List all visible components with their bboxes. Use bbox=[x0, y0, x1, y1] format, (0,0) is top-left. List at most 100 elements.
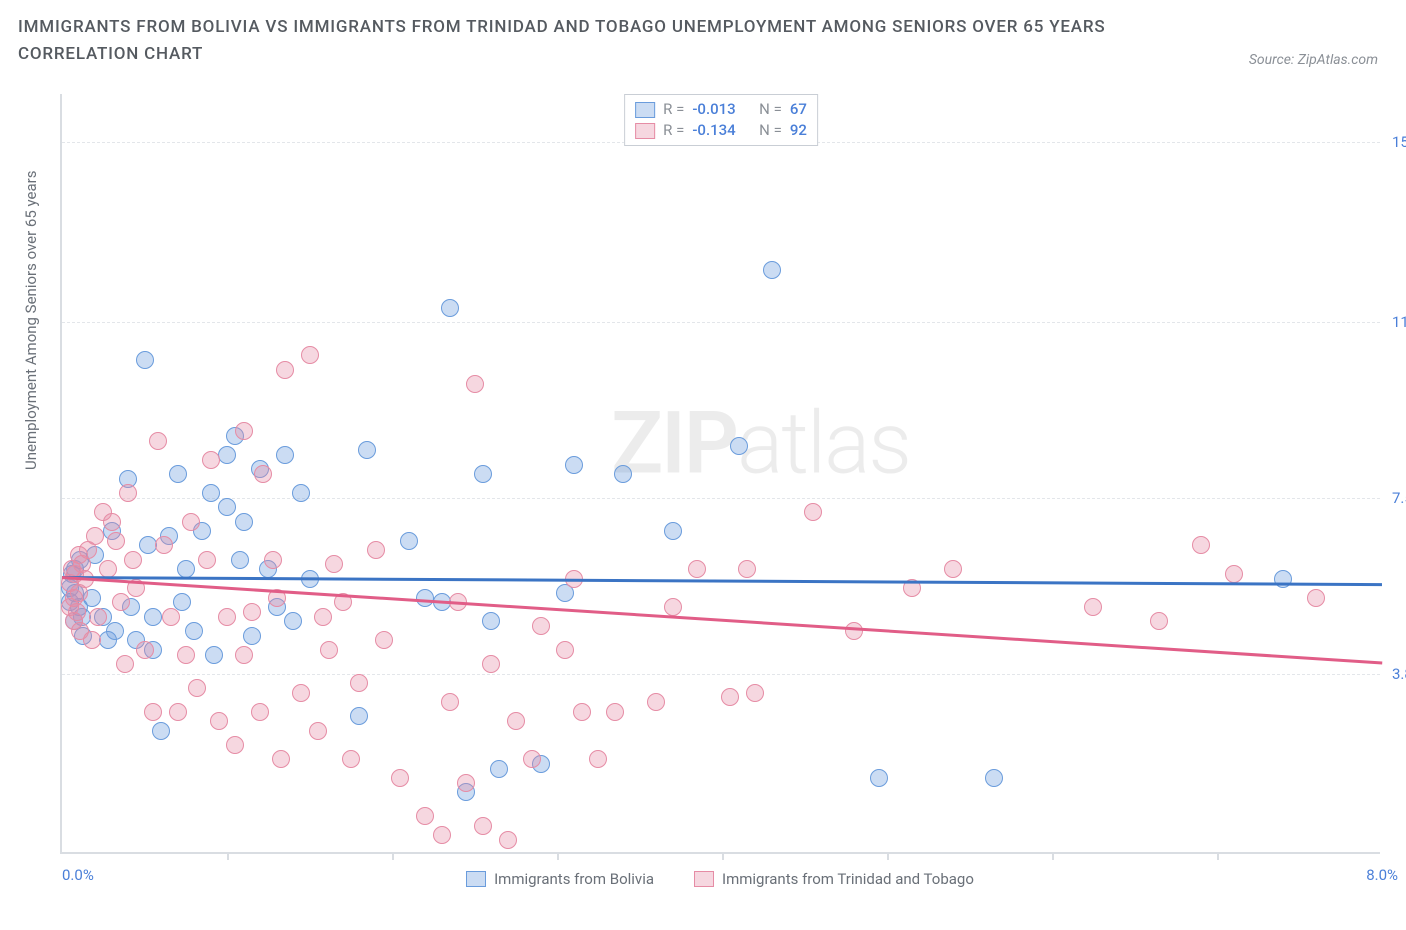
data-point bbox=[400, 532, 418, 550]
legend-stats-row: R = -0.013 N = 67 bbox=[635, 99, 807, 120]
data-point bbox=[155, 536, 173, 554]
legend-swatch bbox=[635, 102, 655, 118]
r-value: -0.134 bbox=[692, 120, 735, 141]
data-point bbox=[235, 646, 253, 664]
chart-area: ZIPatlas R = -0.013 N = 67R = -0.134 N =… bbox=[60, 94, 1380, 854]
data-point bbox=[309, 722, 327, 740]
data-point bbox=[606, 703, 624, 721]
data-point bbox=[226, 736, 244, 754]
chart-title: IMMIGRANTS FROM BOLIVIA VS IMMIGRANTS FR… bbox=[18, 14, 1206, 68]
data-point bbox=[416, 807, 434, 825]
n-value: 92 bbox=[790, 120, 807, 141]
data-point bbox=[119, 484, 137, 502]
legend-item: Immigrants from Bolivia bbox=[466, 870, 654, 888]
data-point bbox=[556, 641, 574, 659]
legend-stats-row: R = -0.134 N = 92 bbox=[635, 120, 807, 141]
r-label: R = bbox=[663, 120, 684, 141]
r-value: -0.013 bbox=[692, 99, 735, 120]
data-point bbox=[474, 465, 492, 483]
data-point bbox=[457, 774, 475, 792]
data-point bbox=[1307, 589, 1325, 607]
data-point bbox=[116, 655, 134, 673]
data-point bbox=[664, 522, 682, 540]
n-value: 67 bbox=[790, 99, 807, 120]
data-point bbox=[433, 826, 451, 844]
data-point bbox=[243, 627, 261, 645]
legend-item: Immigrants from Trinidad and Tobago bbox=[694, 870, 974, 888]
x-tick bbox=[557, 852, 559, 860]
data-point bbox=[573, 703, 591, 721]
legend-stats-box: R = -0.013 N = 67R = -0.134 N = 92 bbox=[624, 94, 818, 146]
data-point bbox=[721, 688, 739, 706]
data-point bbox=[83, 631, 101, 649]
bottom-legend: Immigrants from Bolivia Immigrants from T… bbox=[60, 870, 1380, 888]
data-point bbox=[1150, 612, 1168, 630]
data-point bbox=[845, 622, 863, 640]
x-tick bbox=[722, 852, 724, 860]
data-point bbox=[169, 465, 187, 483]
data-point bbox=[441, 299, 459, 317]
data-point bbox=[202, 484, 220, 502]
data-point bbox=[565, 456, 583, 474]
data-point bbox=[185, 622, 203, 640]
data-point bbox=[103, 513, 121, 531]
data-point bbox=[367, 541, 385, 559]
data-point bbox=[292, 484, 310, 502]
data-point bbox=[358, 441, 376, 459]
data-point bbox=[1192, 536, 1210, 554]
data-point bbox=[169, 703, 187, 721]
data-point bbox=[350, 674, 368, 692]
data-point bbox=[254, 465, 272, 483]
data-point bbox=[466, 375, 484, 393]
data-point bbox=[614, 465, 632, 483]
data-point bbox=[106, 622, 124, 640]
data-point bbox=[441, 693, 459, 711]
n-label: N = bbox=[759, 99, 782, 120]
legend-series-name: Immigrants from Bolivia bbox=[494, 870, 654, 888]
legend-swatch bbox=[635, 123, 655, 139]
r-label: R = bbox=[663, 99, 684, 120]
data-point bbox=[730, 437, 748, 455]
data-point bbox=[152, 722, 170, 740]
regression-line bbox=[62, 576, 1382, 586]
data-point bbox=[301, 346, 319, 364]
y-tick-label: 15.0% bbox=[1384, 133, 1406, 151]
data-point bbox=[89, 608, 107, 626]
data-point bbox=[272, 750, 290, 768]
data-point bbox=[276, 361, 294, 379]
data-point bbox=[182, 513, 200, 531]
plot-region: ZIPatlas R = -0.013 N = 67R = -0.134 N =… bbox=[60, 94, 1380, 854]
data-point bbox=[688, 560, 706, 578]
legend-swatch bbox=[466, 871, 486, 887]
data-point bbox=[218, 498, 236, 516]
data-point bbox=[231, 551, 249, 569]
data-point bbox=[664, 598, 682, 616]
x-tick bbox=[1052, 852, 1054, 860]
data-point bbox=[482, 612, 500, 630]
gridline bbox=[62, 322, 1380, 323]
data-point bbox=[870, 769, 888, 787]
data-point bbox=[210, 712, 228, 730]
data-point bbox=[1084, 598, 1102, 616]
data-point bbox=[804, 503, 822, 521]
data-point bbox=[144, 703, 162, 721]
data-point bbox=[112, 593, 130, 611]
data-point bbox=[86, 527, 104, 545]
data-point bbox=[738, 560, 756, 578]
data-point bbox=[284, 612, 302, 630]
data-point bbox=[391, 769, 409, 787]
data-point bbox=[292, 684, 310, 702]
data-point bbox=[1225, 565, 1243, 583]
data-point bbox=[235, 513, 253, 531]
data-point bbox=[139, 536, 157, 554]
data-point bbox=[198, 551, 216, 569]
data-point bbox=[136, 641, 154, 659]
data-point bbox=[375, 631, 393, 649]
y-tick-label: 3.8% bbox=[1384, 665, 1406, 683]
data-point bbox=[325, 555, 343, 573]
data-point bbox=[350, 707, 368, 725]
regression-line bbox=[62, 576, 1382, 664]
data-point bbox=[162, 608, 180, 626]
y-tick-label: 11.2% bbox=[1384, 313, 1406, 331]
x-tick bbox=[392, 852, 394, 860]
